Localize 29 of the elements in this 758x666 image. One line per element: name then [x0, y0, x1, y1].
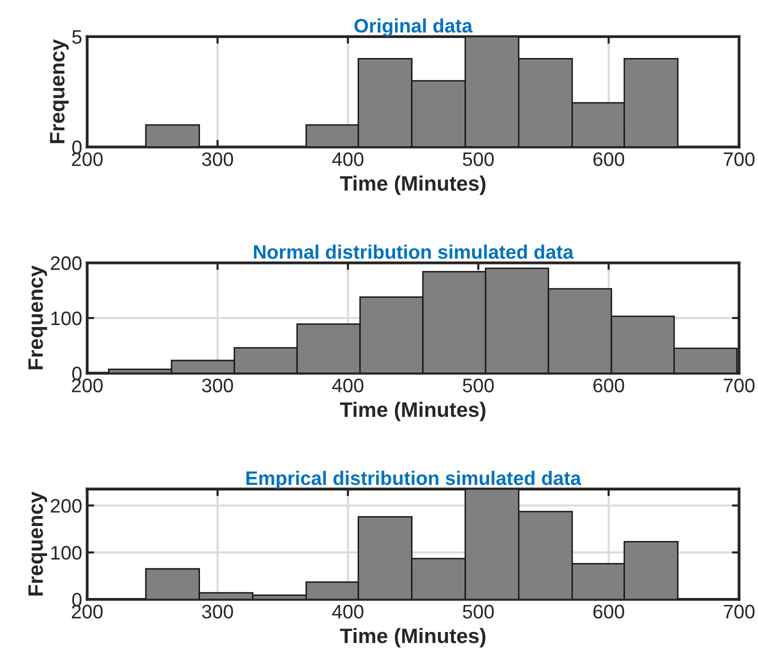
x-tick-label: 700 [724, 604, 755, 619]
x-axis-title: Time (Minutes) [340, 176, 486, 195]
x-tick-label: 400 [332, 378, 364, 392]
x-tick-label: 700 [724, 152, 755, 166]
x-tick-label: 500 [462, 604, 494, 619]
x-tick-label: 400 [332, 152, 364, 166]
y-axis-title: Frequency [50, 39, 69, 144]
x-tick-label: 600 [593, 604, 624, 619]
x-tick-label: 300 [202, 604, 234, 619]
x-tick-label: 500 [462, 378, 494, 392]
x-tick-label: 500 [462, 152, 494, 166]
chart-title: Original data [354, 18, 473, 37]
x-axis-title: Time (Minutes) [340, 402, 486, 422]
x-tick-label: 300 [202, 378, 234, 392]
chart-title: Normal distribution simulated data [254, 244, 574, 259]
y-tick-label: 100 [51, 546, 82, 560]
x-tick-label: 600 [593, 152, 624, 166]
x-axis-title: Time (Minutes) [340, 628, 486, 648]
chart-title: Emprical distribution simulated data [246, 470, 582, 489]
x-tick-label: 400 [332, 604, 364, 619]
y-tick-label: 100 [51, 311, 82, 326]
y-tick-label: 200 [50, 498, 82, 513]
y-axis-title: Frequency [28, 492, 48, 596]
x-tick-label: 700 [724, 378, 755, 392]
y-tick-label: 200 [50, 256, 82, 270]
y-axis-title: Frequency [28, 265, 48, 370]
x-tick-label: 600 [593, 378, 624, 392]
y-tick-label: 5 [72, 30, 82, 44]
x-tick-label: 300 [202, 152, 234, 166]
